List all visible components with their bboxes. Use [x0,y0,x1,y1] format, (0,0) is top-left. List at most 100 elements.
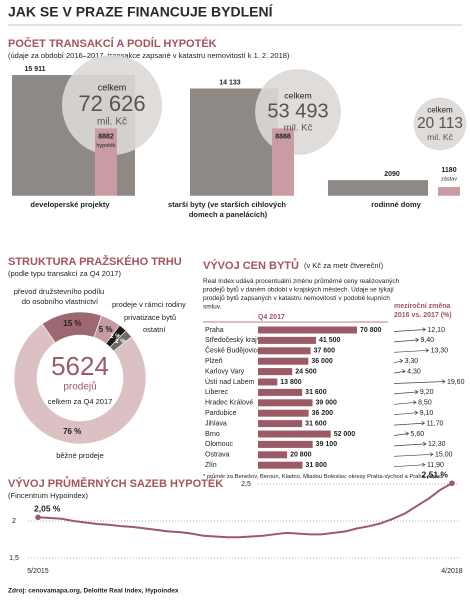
city-label: Ostrava [205,452,230,459]
change-arrow [393,420,426,426]
price-label: 31 600 [305,420,327,427]
mortgage-note: hypoték [96,143,116,149]
bubble-label: celkem [284,90,312,100]
city-label: Plzeň [205,358,223,365]
category-label: developerské projekty [30,200,110,209]
end-point [449,480,455,487]
bubble-value: 72 626 [78,91,145,116]
volume-bubble [62,55,162,155]
change-label: 12,10 [427,327,445,334]
bubble-unit: mil. Kč [427,132,453,142]
transactions-label: 2090 [384,171,400,178]
x-tick-label: 4/2018 [441,568,463,575]
change-label: 9,20 [420,389,434,396]
y-tick-label: 1,5 [9,555,19,562]
column-label: Q4 2017 [258,314,285,321]
price-bar [258,388,303,396]
price-bar [258,368,293,376]
price-label: 24 500 [295,368,317,375]
section-title: STRUKTURA PRAŽSKÉHO TRHU [8,255,182,268]
city-label: Praha [205,327,224,334]
city-label: Jihlava [205,420,227,427]
change-label: 9,10 [420,410,434,417]
bubble-value: 20 113 [417,115,463,132]
transactions-label: 14 133 [219,79,241,86]
point-label: 2,51 % [422,470,449,480]
segment-label: ostatní [143,325,166,334]
mortgage-bar [438,187,460,196]
price-label: 36 000 [311,358,333,365]
city-label: Hradec Králové [205,400,253,407]
price-label: 41 500 [319,337,341,344]
change-arrow [393,462,426,468]
bubble-unit: mil. Kč [97,117,127,128]
center-value: 5624 [51,351,109,381]
segment-value: 2 % [115,339,126,345]
price-label: 36 200 [312,410,334,417]
change-arrow [393,452,434,457]
city-label: Liberec [205,389,228,396]
section-title: VÝVOJ PRŮMĚRNÝCH SAZEB HYPOTÉK [8,476,223,490]
price-bar [258,461,303,469]
rate-line [37,482,453,539]
note: Real Index udává procentuální změnu prům… [203,277,401,311]
change-arrow [393,441,427,447]
footnote: * průměr za Benešov, Beroun, Kladno, Mla… [203,473,443,480]
change-label: 11,90 [427,462,444,469]
price-label: 13 800 [280,379,302,386]
price-label: 20 800 [290,452,312,459]
change-arrow [393,389,419,395]
price-bar [258,326,357,334]
section-title: POČET TRANSAKCÍ A PODÍL HYPOTÉK [8,37,217,50]
change-label: 19,60 [447,379,465,386]
city-label: Olomouc [205,441,234,448]
price-bar [258,440,313,448]
change-label: 11,70 [426,420,443,427]
bubble-unit: mil. Kč [284,123,313,134]
end-point [35,514,41,521]
section-subtitle: (Fincentrum Hypoindex) [8,491,89,500]
bubble-label: celkem [427,105,453,114]
change-arrow [393,358,404,364]
city-label: Ústí nad Labem [205,377,255,386]
mortgage-bar [272,128,294,196]
price-bar [258,357,309,365]
segment-label: prodeje v rámci rodiny [112,300,186,309]
city-label: Středočeský kraj* [205,337,260,344]
donut-segment [13,323,147,445]
city-label: Zlín [205,462,217,469]
mortgage-label: 8888 [275,133,291,140]
change-label: 8,50 [418,400,432,407]
mortgage-note: zástav [441,176,457,182]
segment-value: 15 % [63,319,81,328]
section-subtitle: (podle typu transakcí za Q4 2017) [8,269,121,278]
x-tick-label: 5/2015 [27,568,49,575]
price-bar [258,378,278,386]
segment-label: běžné prodeje [56,451,104,460]
source: Zdroj: cenovamapa.org, Deloitte Real Ind… [8,588,179,595]
change-label: 3,30 [405,358,419,365]
price-label: 39 100 [316,441,338,448]
price-label: 37 600 [314,348,336,355]
city-label: Karlovy Vary [205,368,245,375]
change-label: 5,60 [411,431,425,438]
point-label: 2,05 % [34,504,61,514]
city-label: Pardubice [205,410,237,417]
page-title: JAK SE V PRAZE FINANCUJE BYDLENÍ [8,4,274,20]
price-bar [258,420,303,428]
price-label: 39 000 [316,400,338,407]
change-arrow [393,410,419,416]
change-label: 9,40 [420,337,434,344]
price-bar [258,409,309,417]
transactions-bar [328,180,428,196]
price-label: 31 800 [305,462,327,469]
center-note: celkem za Q4 2017 [48,397,113,406]
change-arrow [393,400,417,405]
change-arrow [393,368,406,374]
price-label: 70 800 [360,327,382,334]
price-bar [258,399,313,407]
mortgage-label: 8882 [98,133,114,140]
section-title: VÝVOJ CEN BYTŮ [203,258,299,272]
bubble-value: 53 493 [267,100,328,122]
